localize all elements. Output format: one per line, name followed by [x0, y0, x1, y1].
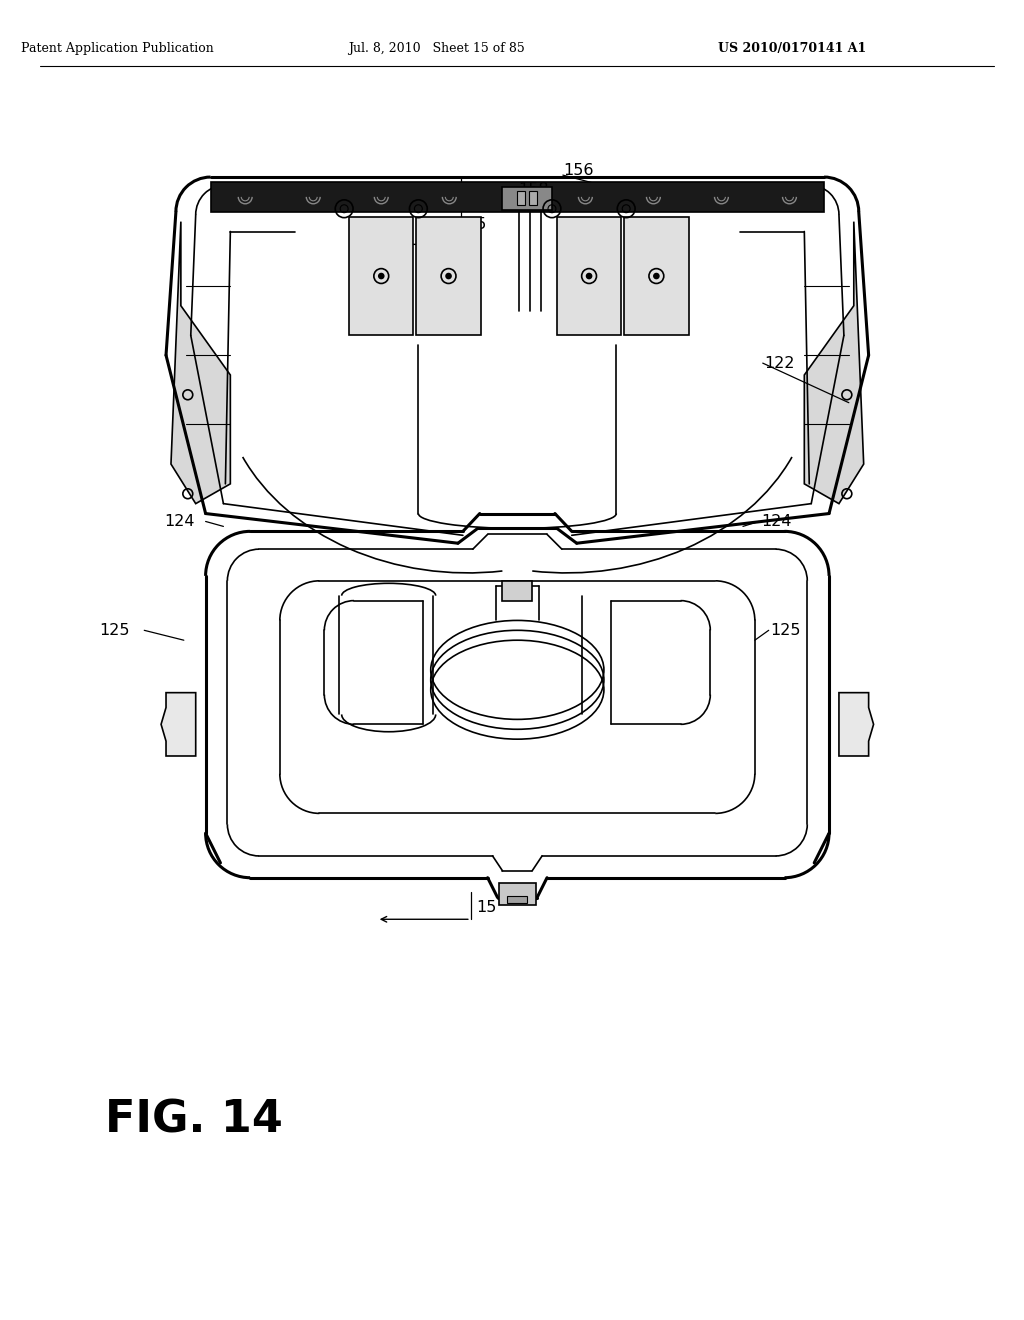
Text: 124: 124	[761, 513, 792, 529]
Text: US 2010/0170141 A1: US 2010/0170141 A1	[718, 42, 866, 55]
Bar	[557, 216, 622, 335]
Bar	[508, 895, 527, 903]
Bar	[517, 191, 525, 205]
Text: 125: 125	[99, 623, 130, 638]
Bar	[349, 216, 414, 335]
Polygon shape	[804, 222, 863, 504]
Text: 124: 124	[164, 513, 195, 529]
Polygon shape	[171, 222, 230, 504]
Bar	[503, 187, 552, 210]
Ellipse shape	[654, 273, 658, 279]
Bar	[417, 216, 480, 335]
Text: FIG. 14: FIG. 14	[104, 1098, 283, 1142]
Polygon shape	[161, 693, 196, 756]
Text: 122: 122	[765, 355, 796, 371]
Text: 158: 158	[518, 182, 549, 198]
Ellipse shape	[587, 273, 592, 279]
Text: 15: 15	[476, 900, 497, 915]
Ellipse shape	[446, 273, 451, 279]
Bar	[625, 216, 688, 335]
Text: 156: 156	[563, 162, 593, 178]
Text: Patent Application Publication: Patent Application Publication	[22, 42, 214, 55]
Text: Jul. 8, 2010   Sheet 15 of 85: Jul. 8, 2010 Sheet 15 of 85	[348, 42, 524, 55]
Polygon shape	[839, 693, 873, 756]
Ellipse shape	[379, 273, 384, 279]
Text: 15: 15	[466, 216, 486, 232]
Bar	[503, 581, 532, 601]
Bar	[211, 182, 824, 211]
Text: 125: 125	[771, 623, 801, 638]
Bar	[529, 191, 538, 205]
Bar	[499, 883, 537, 906]
